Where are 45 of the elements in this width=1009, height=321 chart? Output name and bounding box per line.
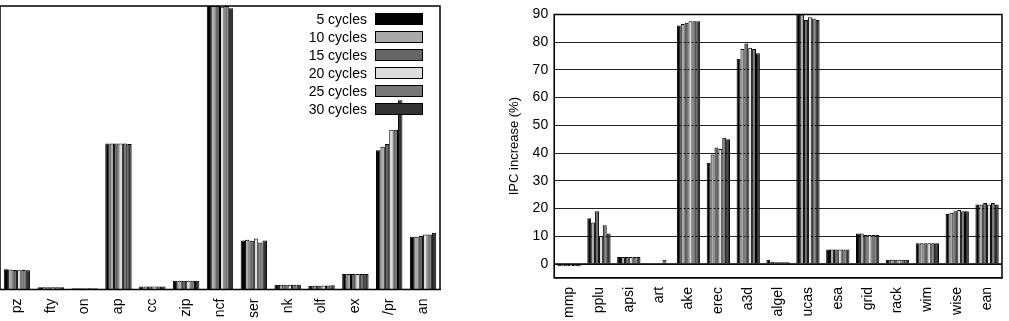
x-tick-label: ncf	[210, 298, 227, 318]
legend-label: 10 cycles	[308, 28, 367, 46]
x-tick-label: an	[413, 298, 430, 315]
x-tick-label: ap	[109, 298, 126, 315]
y-tick-label: 90	[532, 5, 549, 22]
y-tick-label: 20	[532, 199, 549, 216]
x-tick-label: esa	[828, 286, 845, 310]
legend-label: 20 cycles	[308, 64, 367, 82]
x-tick-label: pz	[7, 298, 24, 314]
legend-label: 5 cycles	[316, 10, 367, 28]
x-tick-label: ser	[244, 298, 261, 318]
y-tick-label: 0	[540, 254, 549, 271]
x-tick-label: art	[649, 286, 666, 304]
x-tick-label: mmp	[559, 286, 576, 319]
legend-label: 25 cycles	[308, 82, 367, 100]
x-tick-label: erec	[709, 286, 726, 315]
x-tick-label: apsi	[619, 286, 636, 313]
x-tick-label: ake	[679, 286, 696, 310]
y-tick-label: 10	[532, 227, 549, 244]
x-tick-label: on	[75, 298, 92, 315]
x-tick-label: nk	[278, 297, 295, 314]
x-tick-label: a3d	[739, 286, 756, 311]
y-tick-label: 70	[532, 60, 549, 77]
y-tick-label: 30	[532, 171, 549, 188]
x-tick-label: /pr	[380, 298, 397, 315]
legend-label: 15 cycles	[308, 46, 367, 64]
y-tick-label: 80	[532, 33, 549, 49]
x-tick-label: rack	[888, 285, 905, 314]
x-tick-label: wise	[948, 286, 965, 316]
y-axis-title: IPC increase (%)	[506, 97, 522, 196]
y-tick-label: 50	[532, 116, 549, 133]
x-tick-label: grid	[858, 286, 875, 311]
x-tick-label: olf	[312, 298, 329, 314]
x-tick-label: algel	[768, 286, 785, 317]
y-tick-label: 40	[532, 143, 549, 160]
x-tick-label: zip	[177, 298, 194, 317]
x-tick-label: pplu	[589, 286, 606, 314]
x-tick-label: ex	[346, 298, 363, 314]
x-tick-label: wim	[918, 286, 935, 313]
x-tick-label: ucas	[798, 286, 815, 317]
x-tick-label: cc	[143, 298, 160, 313]
x-tick-label: ean	[977, 286, 994, 311]
x-tick-label: fty	[41, 298, 58, 314]
legend-label: 30 cycles	[308, 100, 367, 118]
y-tick-label: 60	[532, 88, 549, 105]
